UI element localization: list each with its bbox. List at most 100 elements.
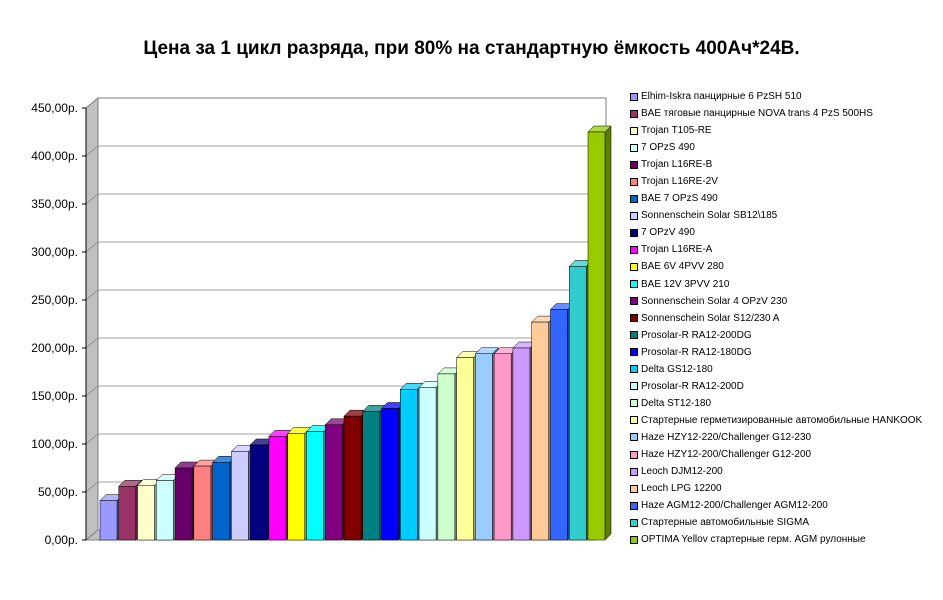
legend-swatch (630, 177, 638, 186)
bar (587, 131, 606, 541)
legend-swatch (630, 518, 638, 527)
bar (531, 321, 549, 541)
legend-label: Sonnenschein Solar S12/230 A (641, 312, 780, 324)
chart-side-wall (85, 96, 99, 542)
bar (156, 480, 174, 541)
legend-item: Delta ST12-180 (630, 395, 935, 412)
legend-swatch (630, 194, 638, 203)
gridline-side (85, 289, 99, 301)
legend-item: Leoch DJM12-200 (630, 463, 935, 480)
legend-swatch (630, 382, 638, 391)
bar (324, 424, 343, 541)
legend-label: Elhim-Iskra панцирные 6 PzSH 510 (641, 91, 802, 103)
legend-label: Delta ST12-180 (641, 397, 712, 409)
gridline-side (85, 97, 99, 109)
legend-swatch (630, 228, 638, 237)
legend-item: Sonnenschein Solar SB12\185 (630, 207, 935, 224)
y-tick-label: 450,00р. (31, 101, 78, 115)
legend-label: Haze HZY12-220/Challenger G12-230 (641, 431, 812, 443)
legend-swatch (630, 160, 638, 169)
legend-item: Elhim-Iskra панцирные 6 PzSH 510 (630, 88, 935, 105)
legend-label: Стартерные герметизированные автомобильн… (641, 414, 923, 426)
legend-swatch (630, 484, 638, 493)
legend-swatch (630, 501, 638, 510)
bar (456, 357, 474, 541)
legend-item: Sonnenschein Solar S12/230 A (630, 310, 935, 327)
legend-item: Trojan L16RE-B (630, 156, 935, 173)
legend-swatch (630, 399, 638, 408)
legend-swatch (630, 143, 638, 152)
bar (212, 461, 230, 541)
gridline-side (85, 241, 99, 253)
legend-swatch (630, 416, 638, 425)
legend-label: BAE 7 OPzS 490 (641, 193, 718, 205)
legend-item: Haze HZY12-200/Challenger G12-200 (630, 446, 935, 463)
bar (550, 309, 568, 541)
legend-item: Prosolar-R RA12-200DG (630, 327, 935, 344)
legend-item: Trojan L16RE-2V (630, 173, 935, 190)
legend-swatch (630, 109, 638, 118)
legend-item: Prosolar-R RA12-200D (630, 378, 935, 395)
legend-label: 7 OPzV 490 (641, 227, 695, 239)
legend-swatch (630, 297, 638, 306)
legend-label: Trojan L16RE-2V (641, 176, 718, 188)
legend-label: BAE 12V 3PVV 210 (641, 278, 730, 290)
legend-item: Prosolar-R RA12-180DG (630, 344, 935, 361)
bar (118, 485, 137, 541)
legend-item: BAE 12V 3PVV 210 (630, 276, 935, 293)
legend-item: BAE 7 OPzS 490 (630, 190, 935, 207)
legend-label: Стартерные автомобильные SIGMA (641, 517, 809, 529)
legend-swatch (630, 467, 638, 476)
legend-label: Delta GS12-180 (641, 363, 713, 375)
legend-item: Trojan T105-RE (630, 122, 935, 139)
chart-legend: Elhim-Iskra панцирные 6 PzSH 510 BAE тяго… (630, 88, 935, 548)
bar (343, 415, 362, 541)
gridline-side (85, 145, 99, 157)
bar (287, 433, 305, 541)
legend-item: Стартерные автомобильные SIGMA (630, 514, 935, 531)
legend-label: Leoch LPG 12200 (641, 483, 722, 495)
bar (381, 408, 399, 541)
legend-item: BAE 6V 4PVV 280 (630, 258, 935, 275)
y-tick-label: 150,00р. (31, 389, 78, 403)
legend-label: OPTIMA Yellov стартерные герм. AGM рулон… (641, 534, 866, 546)
legend-swatch (630, 211, 638, 220)
bar (99, 500, 118, 541)
y-tick-label: 100,00р. (31, 437, 78, 451)
bar (362, 411, 381, 541)
legend-swatch (630, 331, 638, 340)
legend-label: Haze AGM12-200/Challenger AGM12-200 (641, 500, 828, 512)
legend-swatch (630, 365, 638, 374)
bar (137, 485, 155, 541)
legend-item: Стартерные герметизированные автомобильн… (630, 412, 935, 429)
bar (174, 467, 193, 541)
gridline-side (85, 433, 99, 445)
bar (493, 353, 512, 541)
legend-label: Prosolar-R RA12-200D (641, 380, 744, 392)
gridline-side (85, 481, 99, 493)
y-tick-label: 0,00р. (45, 533, 78, 547)
y-tick-label: 50,00р. (38, 485, 78, 499)
legend-item: Haze AGM12-200/Challenger AGM12-200 (630, 497, 935, 514)
legend-swatch (630, 126, 638, 135)
legend-item: Sonnenschein Solar 4 OPzV 230 (630, 293, 935, 310)
bar (193, 465, 212, 541)
legend-swatch (630, 245, 638, 254)
y-tick-label: 300,00р. (31, 245, 78, 259)
y-tick-label: 400,00р. (31, 149, 78, 163)
bar (306, 431, 324, 541)
legend-item: Haze HZY12-220/Challenger G12-230 (630, 429, 935, 446)
y-tick-label: 200,00р. (31, 341, 78, 355)
gridline-side (85, 193, 99, 205)
legend-label: Leoch DJM12-200 (641, 466, 723, 478)
bar (512, 347, 531, 541)
bar (249, 444, 268, 541)
bar (268, 436, 287, 541)
legend-swatch (630, 348, 638, 357)
legend-swatch (630, 433, 638, 442)
legend-label: Trojan L16RE-B (641, 159, 713, 171)
bar (437, 373, 456, 541)
legend-label: Sonnenschein Solar SB12\185 (641, 210, 778, 222)
legend-label: BAE 6V 4PVV 280 (641, 261, 724, 273)
